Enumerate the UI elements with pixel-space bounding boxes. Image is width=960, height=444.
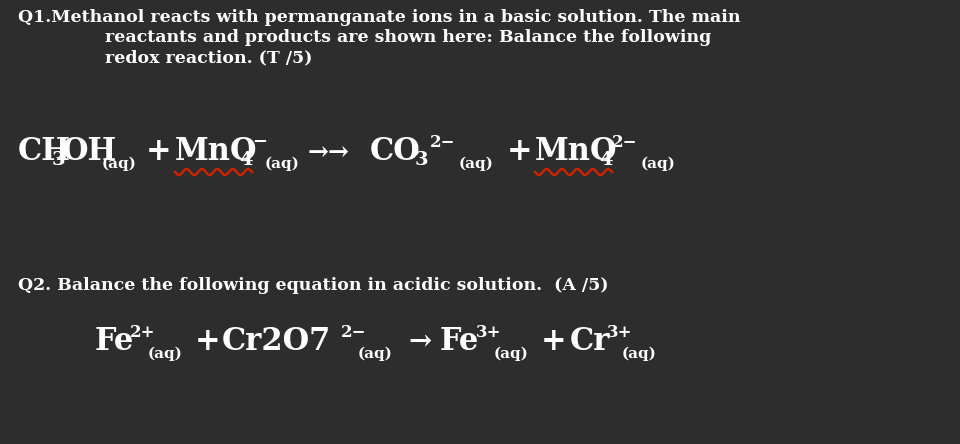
Text: +: + (541, 326, 566, 357)
Text: (aq): (aq) (622, 347, 657, 361)
Text: −: − (252, 133, 267, 151)
Text: (aq): (aq) (102, 157, 137, 171)
Text: (aq): (aq) (641, 157, 676, 171)
Text: Q1.Methanol reacts with permanganate ions in a basic solution. The main: Q1.Methanol reacts with permanganate ion… (18, 9, 740, 26)
Text: 2−: 2− (612, 134, 637, 151)
Text: Fe: Fe (95, 326, 134, 357)
Text: →→: →→ (308, 141, 350, 165)
Text: redox reaction. (T /5): redox reaction. (T /5) (105, 49, 312, 66)
Text: 4: 4 (239, 151, 252, 169)
Text: Fe: Fe (440, 326, 479, 357)
Text: (aq): (aq) (459, 157, 493, 171)
Text: MnO: MnO (535, 136, 617, 167)
Text: Cr: Cr (570, 326, 611, 357)
Text: MnO: MnO (175, 136, 257, 167)
Text: (aq): (aq) (358, 347, 393, 361)
Text: →: → (408, 329, 431, 356)
Text: 4: 4 (599, 151, 612, 169)
Text: +: + (195, 326, 221, 357)
Text: OH: OH (62, 136, 117, 167)
Text: 3: 3 (52, 151, 65, 169)
Text: 2−: 2− (341, 324, 367, 341)
Text: 3: 3 (415, 151, 428, 169)
Text: 2−: 2− (430, 134, 455, 151)
Text: 3+: 3+ (476, 324, 501, 341)
Text: 3+: 3+ (607, 324, 633, 341)
Text: CO: CO (370, 136, 420, 167)
Text: (aq): (aq) (494, 347, 529, 361)
Text: +: + (146, 136, 172, 167)
Text: (aq): (aq) (148, 347, 182, 361)
Text: CH: CH (18, 136, 71, 167)
Text: Cr2O7: Cr2O7 (222, 326, 331, 357)
Text: 2+: 2+ (130, 324, 156, 341)
Text: Q2. Balance the following equation in acidic solution.  (A /5): Q2. Balance the following equation in ac… (18, 277, 609, 294)
Text: reactants and products are shown here: Balance the following: reactants and products are shown here: B… (105, 29, 711, 46)
Text: +: + (507, 136, 533, 167)
Text: (aq): (aq) (265, 157, 300, 171)
